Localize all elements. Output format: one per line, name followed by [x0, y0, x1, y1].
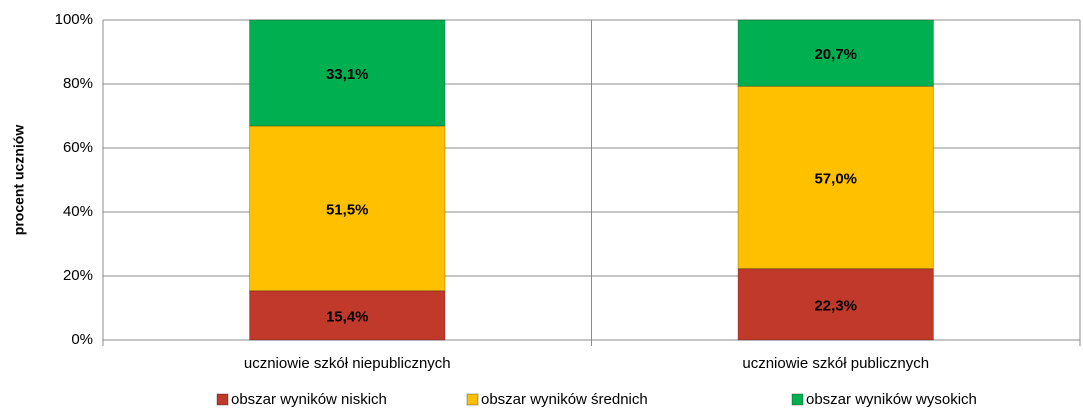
legend-label: obszar wyników wysokich [806, 391, 977, 408]
value-label: 22,3% [814, 297, 857, 314]
legend-swatch [466, 393, 479, 406]
bar-segment [249, 19, 446, 127]
bar-segment [737, 268, 934, 341]
y-tick-label: 40% [63, 203, 93, 220]
legend-label: obszar wyników niskich [231, 391, 387, 408]
y-tick-label: 0% [71, 331, 93, 348]
x-tick-label: uczniowie szkół niepublicznych [244, 355, 451, 372]
y-tick-label: 100% [55, 11, 93, 28]
value-label: 51,5% [326, 201, 369, 218]
bar-segment [249, 290, 446, 341]
y-axis-label: procent uczniów [11, 125, 27, 236]
value-label: 15,4% [326, 308, 369, 325]
x-tick-label: uczniowie szkół publicznych [742, 355, 929, 372]
bar-segment [737, 85, 934, 270]
y-tick-label: 60% [63, 139, 93, 156]
legend-label: obszar wyników średnich [481, 391, 648, 408]
bar-segment [249, 125, 446, 292]
value-label: 57,0% [814, 170, 857, 187]
y-tick-label: 80% [63, 75, 93, 92]
value-label: 20,7% [814, 46, 857, 63]
bar-segment [737, 19, 934, 87]
legend-swatch [791, 393, 804, 406]
y-tick-label: 20% [63, 267, 93, 284]
legend-swatch [216, 393, 229, 406]
value-label: 33,1% [326, 66, 369, 83]
